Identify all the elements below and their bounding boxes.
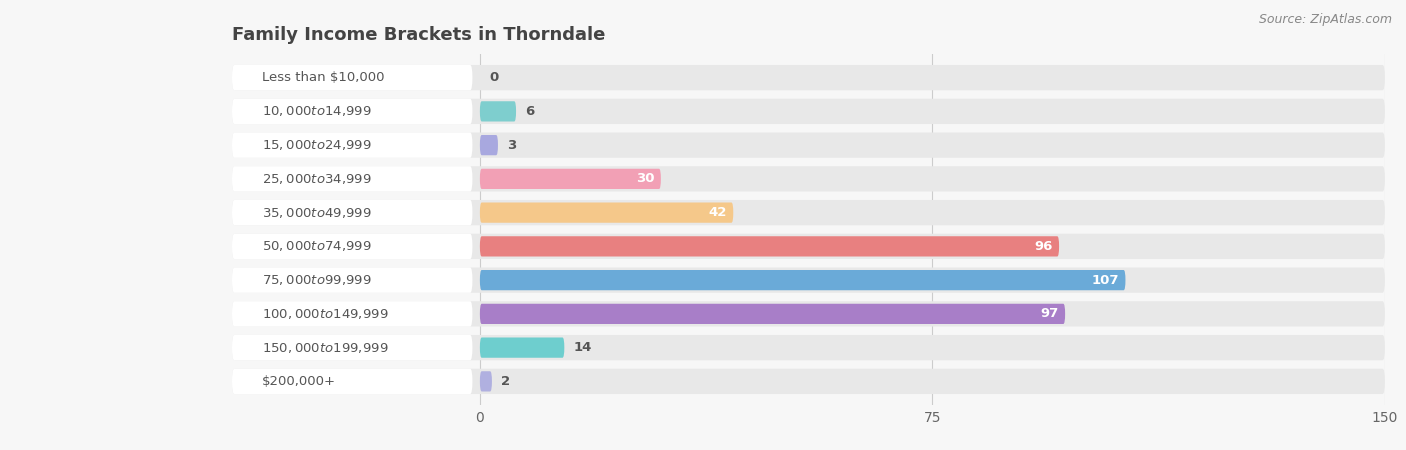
Text: 3: 3 xyxy=(508,139,516,152)
Text: $50,000 to $74,999: $50,000 to $74,999 xyxy=(262,239,371,253)
Text: 97: 97 xyxy=(1040,307,1059,320)
Text: $10,000 to $14,999: $10,000 to $14,999 xyxy=(262,104,371,118)
FancyBboxPatch shape xyxy=(232,200,1385,225)
FancyBboxPatch shape xyxy=(232,132,472,158)
FancyBboxPatch shape xyxy=(479,169,661,189)
FancyBboxPatch shape xyxy=(232,99,1385,124)
FancyBboxPatch shape xyxy=(232,65,472,90)
Text: Source: ZipAtlas.com: Source: ZipAtlas.com xyxy=(1258,14,1392,27)
FancyBboxPatch shape xyxy=(479,236,1059,256)
Text: Family Income Brackets in Thorndale: Family Income Brackets in Thorndale xyxy=(232,26,606,44)
FancyBboxPatch shape xyxy=(479,338,564,358)
Text: 42: 42 xyxy=(709,206,727,219)
Text: $25,000 to $34,999: $25,000 to $34,999 xyxy=(262,172,371,186)
FancyBboxPatch shape xyxy=(479,270,1125,290)
FancyBboxPatch shape xyxy=(479,202,734,223)
FancyBboxPatch shape xyxy=(232,234,1385,259)
FancyBboxPatch shape xyxy=(232,234,472,259)
FancyBboxPatch shape xyxy=(232,166,1385,192)
FancyBboxPatch shape xyxy=(232,301,1385,327)
FancyBboxPatch shape xyxy=(232,99,472,124)
Text: $150,000 to $199,999: $150,000 to $199,999 xyxy=(262,341,388,355)
Text: $15,000 to $24,999: $15,000 to $24,999 xyxy=(262,138,371,152)
Text: 96: 96 xyxy=(1035,240,1053,253)
FancyBboxPatch shape xyxy=(232,267,472,293)
FancyBboxPatch shape xyxy=(232,369,472,394)
Text: 107: 107 xyxy=(1092,274,1119,287)
Text: $100,000 to $149,999: $100,000 to $149,999 xyxy=(262,307,388,321)
FancyBboxPatch shape xyxy=(232,166,472,192)
FancyBboxPatch shape xyxy=(479,101,516,122)
FancyBboxPatch shape xyxy=(232,200,472,225)
Text: 30: 30 xyxy=(637,172,655,185)
FancyBboxPatch shape xyxy=(232,369,1385,394)
Text: $35,000 to $49,999: $35,000 to $49,999 xyxy=(262,206,371,220)
Text: $200,000+: $200,000+ xyxy=(262,375,336,388)
FancyBboxPatch shape xyxy=(232,335,472,360)
FancyBboxPatch shape xyxy=(479,304,1066,324)
Text: Less than $10,000: Less than $10,000 xyxy=(262,71,384,84)
FancyBboxPatch shape xyxy=(232,301,472,327)
Text: 2: 2 xyxy=(501,375,510,388)
Text: $75,000 to $99,999: $75,000 to $99,999 xyxy=(262,273,371,287)
Text: 6: 6 xyxy=(524,105,534,118)
FancyBboxPatch shape xyxy=(232,267,1385,293)
FancyBboxPatch shape xyxy=(479,135,498,155)
FancyBboxPatch shape xyxy=(232,132,1385,158)
Text: 0: 0 xyxy=(489,71,498,84)
Text: 14: 14 xyxy=(574,341,592,354)
FancyBboxPatch shape xyxy=(232,65,1385,90)
FancyBboxPatch shape xyxy=(232,335,1385,360)
FancyBboxPatch shape xyxy=(479,371,492,392)
